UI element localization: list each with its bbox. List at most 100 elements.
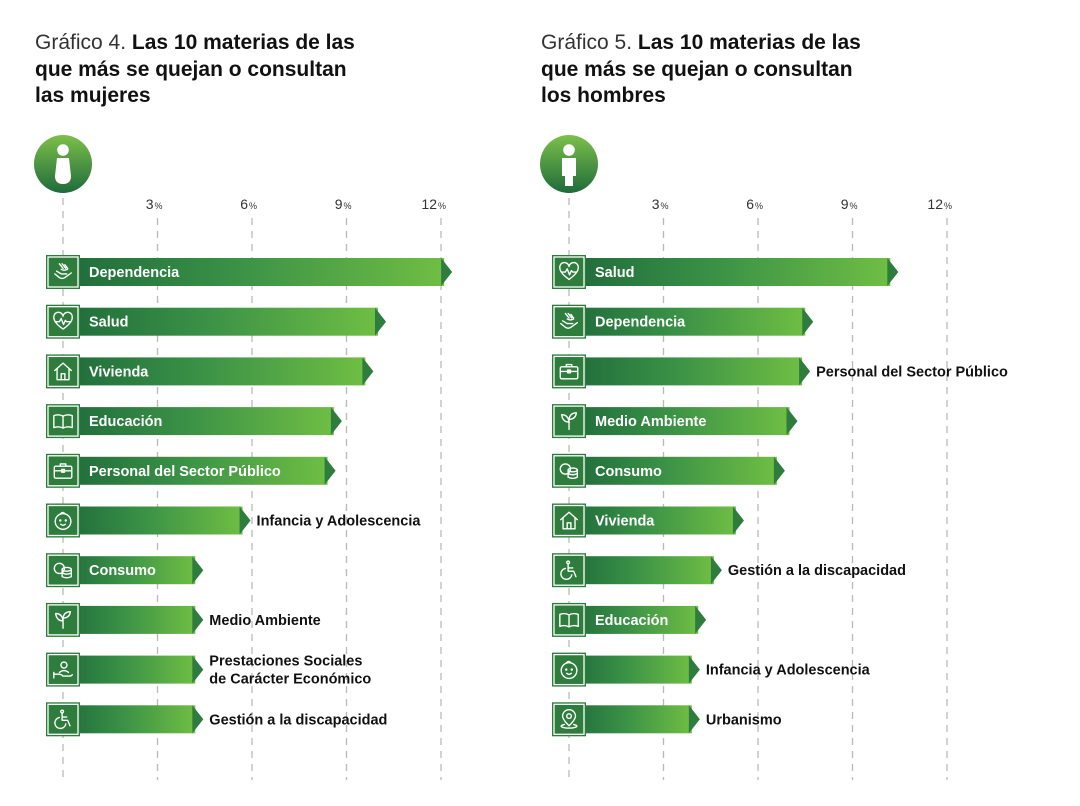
bar-tip — [362, 357, 374, 386]
bar — [63, 456, 328, 485]
bar-8: Infancia y Adolescencia — [552, 652, 871, 687]
bar-tip — [324, 456, 336, 485]
bar — [569, 556, 714, 585]
bar — [63, 655, 196, 684]
bar-tip — [192, 705, 204, 734]
bar-3: Medio Ambiente — [552, 404, 798, 439]
bar-tip — [192, 556, 204, 585]
tick-label: 9% — [335, 196, 352, 212]
bar — [569, 357, 803, 386]
bar-8: Prestaciones Sociales de Carácter Económi… — [46, 652, 371, 688]
bar-label: Gestión a la discapacidad — [728, 563, 906, 579]
bar — [569, 258, 891, 286]
plant-icon — [552, 404, 586, 439]
bar-label: Infancia y Adolescencia — [706, 663, 871, 679]
coins-icon — [46, 553, 80, 588]
bar — [63, 556, 196, 585]
briefcase-icon — [46, 453, 80, 488]
chart-title-men: Gráfico 5. Las 10 materias de las que má… — [541, 30, 921, 110]
bar — [569, 705, 692, 734]
bar — [63, 357, 366, 386]
bar-label: Medio Ambiente — [595, 414, 706, 430]
bar-tip — [732, 506, 744, 535]
bar-label: Prestaciones Sociales — [209, 654, 362, 670]
bar-tip — [688, 655, 700, 684]
wheelchair-icon — [46, 702, 80, 737]
bar-4: Personal del Sector Público — [46, 453, 336, 488]
book-icon — [46, 404, 80, 439]
bar — [63, 258, 445, 286]
bar-label: Educación — [595, 613, 668, 629]
bar-tip — [799, 357, 811, 386]
bar-label: Infancia y Adolescencia — [257, 514, 422, 530]
bar-tip — [773, 456, 785, 485]
bar-9: Gestión a la discapacidad — [46, 702, 387, 737]
bar-label: Gestión a la discapacidad — [209, 712, 387, 728]
bar — [63, 605, 196, 634]
bar-tip — [887, 258, 899, 286]
hand-person-icon — [46, 652, 80, 687]
man-icon — [540, 135, 598, 193]
bar-7: Educación — [552, 602, 707, 637]
bar-4: Consumo — [552, 453, 785, 488]
bar-label: Salud — [595, 265, 634, 281]
chart-title-line: Las 10 materias de las — [637, 31, 861, 54]
bar — [63, 307, 378, 336]
bar-2: Personal del Sector Público — [552, 354, 1008, 389]
tick-label: 6% — [240, 196, 257, 212]
bar-2: Vivienda — [46, 354, 374, 389]
house-icon — [46, 354, 80, 389]
bar — [63, 705, 196, 734]
bar-chart-men: 3% 6% 9% 12% Salud Dependencia Personal del Se… — [540, 135, 1008, 780]
woman-icon — [34, 135, 92, 193]
chart-title-line: Las 10 materias de las — [131, 31, 355, 54]
bar-tip — [695, 605, 707, 634]
bar-tip — [239, 506, 251, 535]
bar-tip — [192, 605, 204, 634]
bar-5: Infancia y Adolescencia — [46, 503, 422, 538]
bar-6: Gestión a la discapacidad — [552, 553, 906, 588]
tick-label: 12% — [421, 196, 446, 212]
bar-label: Urbanismo — [706, 712, 782, 728]
bar-label: Salud — [89, 315, 128, 331]
bar-6: Consumo — [46, 553, 204, 588]
bar-label: Dependencia — [595, 315, 686, 331]
chart-title-women: Gráfico 4. Las 10 materias de las que má… — [35, 30, 415, 110]
tick-label: 12% — [927, 196, 952, 212]
bar-5: Vivienda — [552, 503, 744, 538]
chart-title-line: que más se quejan o consultan — [35, 57, 347, 81]
bar — [569, 506, 736, 535]
baby-face-icon — [46, 503, 80, 538]
chart-number: Gráfico 4. — [35, 31, 127, 54]
bar-label: Consumo — [595, 464, 662, 480]
bar-tip — [375, 307, 386, 336]
bar — [569, 456, 777, 485]
heartbeat-icon — [552, 255, 586, 289]
house-icon — [552, 503, 586, 538]
bar — [569, 407, 790, 436]
wheelchair-icon — [552, 553, 586, 588]
chart-panel-men: Gráfico 5. Las 10 materias de las que má… — [506, 0, 1046, 806]
hands-care-icon — [46, 255, 80, 289]
chart-number: Gráfico 5. — [541, 31, 633, 54]
bar — [569, 655, 692, 684]
tick-label: 3% — [146, 196, 163, 212]
bar-label: Educación — [89, 414, 162, 430]
briefcase-icon — [552, 354, 586, 389]
chart-panel-women: Gráfico 4. Las 10 materias de las que má… — [34, 30, 453, 780]
tick-label: 9% — [841, 196, 858, 212]
bar-label: de Carácter Económico — [209, 672, 371, 688]
bar-label: Personal del Sector Público — [816, 364, 1008, 380]
bar-1: Salud — [46, 304, 386, 339]
tick-label: 6% — [746, 196, 763, 212]
bar-0: Salud — [552, 255, 899, 289]
bar — [63, 506, 243, 535]
coins-icon — [552, 453, 586, 488]
bar-label: Medio Ambiente — [209, 613, 320, 629]
bar-tip — [192, 655, 204, 684]
chart-title-line: que más se quejan o consultan — [541, 57, 853, 81]
bar-tip — [688, 705, 700, 734]
heartbeat-icon — [46, 304, 80, 339]
hands-care-icon — [552, 304, 586, 339]
bar-tip — [330, 407, 342, 436]
